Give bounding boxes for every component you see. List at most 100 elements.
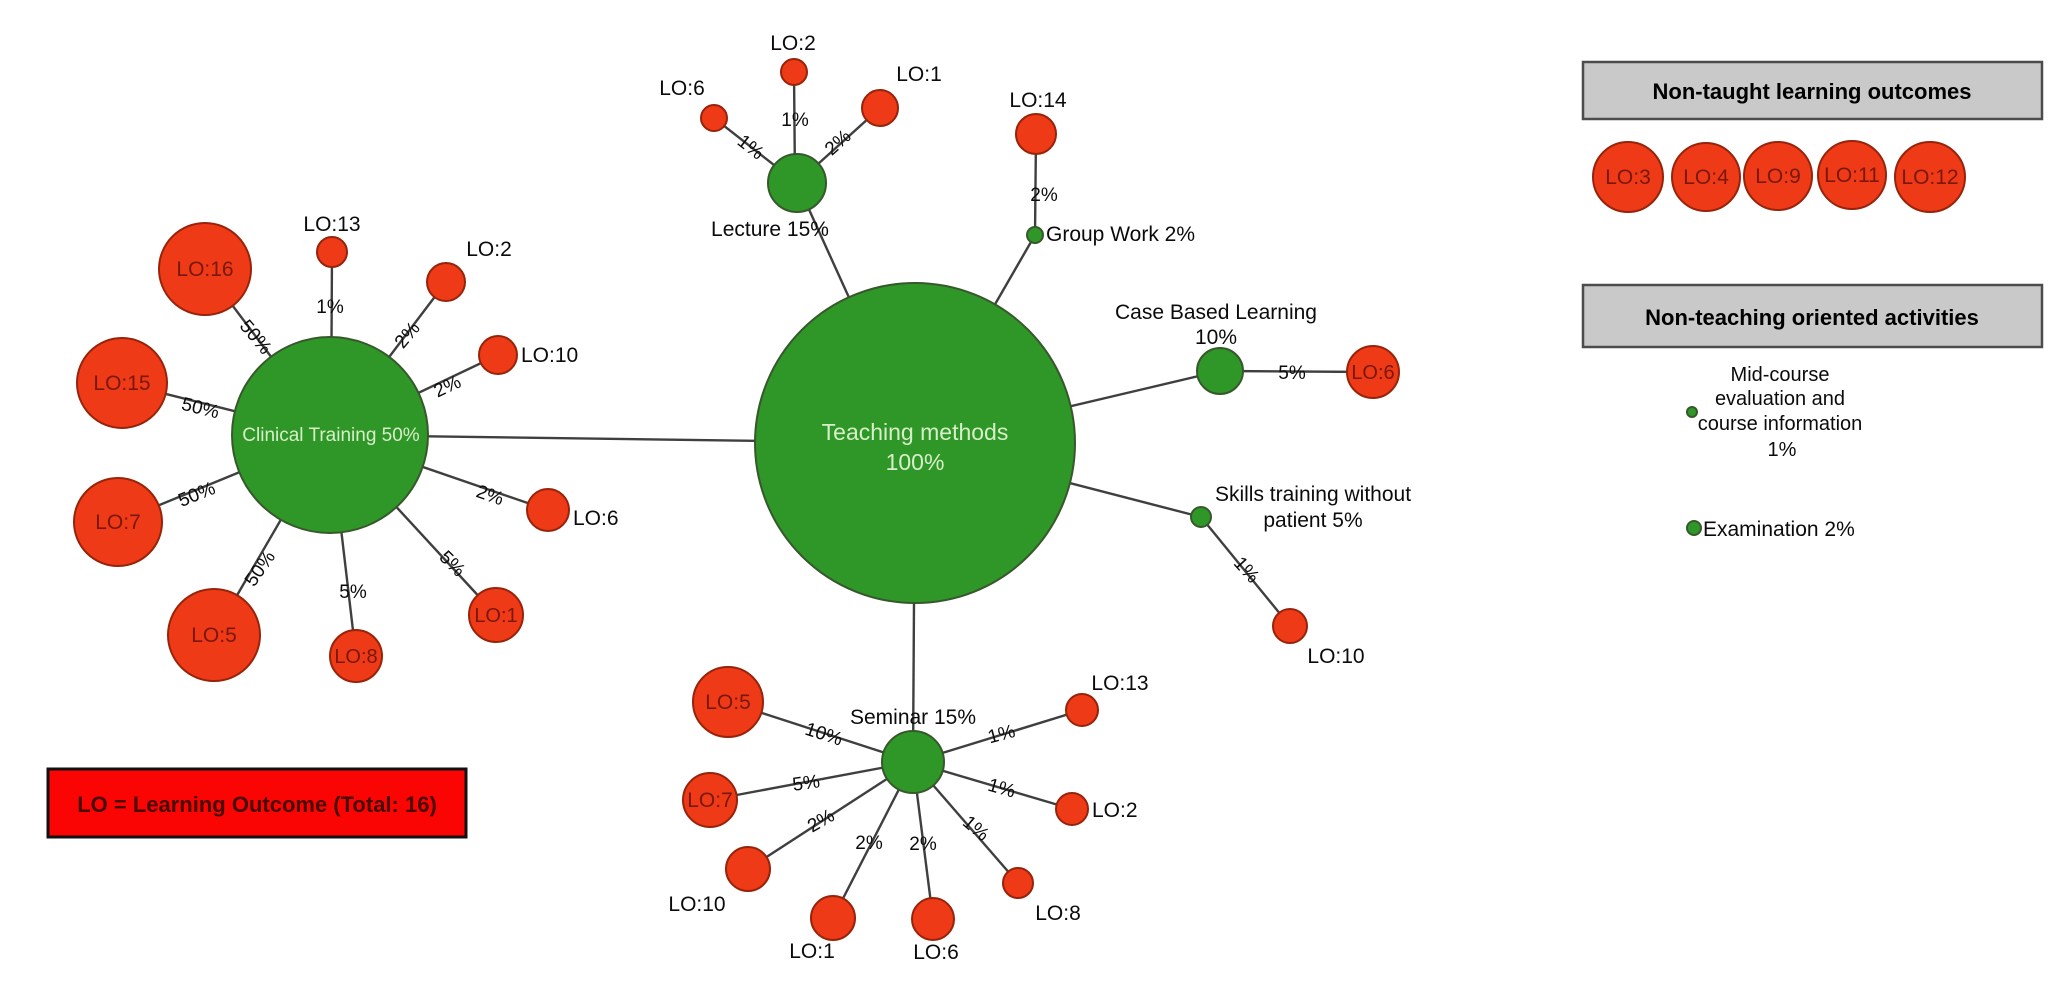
nontaught-lo4-label: LO:4 bbox=[1683, 166, 1729, 189]
non-teaching-title: Non-teaching oriented activities bbox=[1645, 305, 1979, 330]
node-clinical-lo7 bbox=[73, 477, 163, 567]
midcourse-bullet-dot bbox=[1686, 406, 1698, 418]
lecture-lo1-pct: 2% bbox=[821, 126, 856, 160]
seminar-lo5-pct: 10% bbox=[802, 719, 845, 751]
midcourse-line4: 1% bbox=[1768, 439, 1797, 461]
clinical-lo8-pct: 5% bbox=[339, 582, 367, 603]
clinical-lo15-pct: 50% bbox=[179, 394, 221, 424]
seminar-lo10-pct: 2% bbox=[804, 805, 838, 837]
node-clinical-lo2 bbox=[426, 262, 466, 302]
node-clinical-lo6 bbox=[526, 488, 570, 532]
seminar-lo8-label: LO:8 bbox=[1035, 902, 1081, 925]
node-clinical-lo8 bbox=[329, 629, 383, 683]
non-taught-header-box bbox=[1581, 60, 2044, 121]
edge-skills-lo10 bbox=[1200, 516, 1291, 627]
node-lecture-lo2 bbox=[780, 58, 808, 86]
node-seminar-lo2 bbox=[1055, 792, 1089, 826]
group-work-label: Group Work 2% bbox=[1046, 223, 1195, 246]
midcourse-line3: course information bbox=[1698, 413, 1863, 435]
node-nontaught-lo12 bbox=[1894, 141, 1966, 213]
node-nontaught-lo4 bbox=[1671, 142, 1741, 212]
node-seminar-lo8 bbox=[1002, 867, 1034, 899]
node-nontaught-lo3 bbox=[1592, 141, 1664, 213]
lecture-lo1-label: LO:1 bbox=[896, 63, 942, 86]
seminar-lo2-pct: 1% bbox=[985, 775, 1017, 803]
legend: LO = Learning Outcome (Total: 16) bbox=[46, 767, 468, 839]
node-nontaught-lo11 bbox=[1817, 140, 1887, 210]
examination-bullet-dot bbox=[1686, 520, 1702, 536]
node-groupwork-lo14 bbox=[1015, 113, 1057, 155]
clinical-lo13-pct: 1% bbox=[316, 297, 344, 318]
groupwork-lo14-label: LO:14 bbox=[1009, 89, 1067, 112]
seminar-lo5-label: LO:5 bbox=[705, 691, 751, 714]
examination-label: Examination 2% bbox=[1703, 518, 1855, 541]
seminar-lo7-pct: 5% bbox=[791, 771, 821, 796]
teaching-methods-label: Teaching methods bbox=[822, 419, 1009, 445]
seminar-lo8-pct: 1% bbox=[958, 812, 993, 846]
seminar-lo10-label: LO:10 bbox=[668, 893, 725, 916]
clinical-lo13-label: LO:13 bbox=[303, 213, 360, 236]
node-clinical-lo5 bbox=[167, 588, 261, 682]
teaching-methods-pct: 100% bbox=[886, 449, 945, 475]
lecture-label: Lecture 15% bbox=[711, 218, 829, 241]
seminar-label: Seminar 15% bbox=[850, 706, 976, 729]
node-seminar-lo7 bbox=[682, 772, 738, 828]
node-clinical-lo13 bbox=[316, 236, 348, 268]
clinical-lo10-label: LO:10 bbox=[521, 344, 578, 367]
seminar-lo6-label: LO:6 bbox=[913, 941, 959, 964]
node-seminar-lo5 bbox=[692, 666, 764, 738]
node-clinical-lo10 bbox=[478, 335, 518, 375]
nodes bbox=[73, 58, 1400, 941]
non-taught-title: Non-taught learning outcomes bbox=[1653, 79, 1972, 104]
clinical-lo10-pct: 2% bbox=[431, 372, 465, 403]
clinical-lo8-label: LO:8 bbox=[334, 646, 377, 668]
node-seminar-lo6 bbox=[911, 897, 955, 941]
clinical-lo5-label: LO:5 bbox=[191, 624, 237, 647]
node-clinical-lo15 bbox=[76, 337, 168, 429]
node-clinical-lo16 bbox=[158, 222, 252, 316]
node-clinical-lo1 bbox=[468, 587, 524, 643]
midcourse-line1: Mid-course bbox=[1731, 364, 1830, 386]
node-skills-lo10 bbox=[1272, 608, 1308, 644]
nontaught-lo12-label: LO:12 bbox=[1901, 166, 1958, 189]
node-lecture-lo1 bbox=[861, 89, 899, 127]
seminar-lo6-pct: 2% bbox=[909, 834, 937, 855]
node-seminar-lo1 bbox=[810, 895, 856, 941]
legend-label: LO = Learning Outcome (Total: 16) bbox=[77, 792, 437, 817]
clinical-lo1-label: LO:1 bbox=[474, 605, 517, 627]
node-lecture-lo6 bbox=[700, 104, 728, 132]
seminar-lo1-pct: 2% bbox=[855, 833, 883, 854]
node-case-based-learning bbox=[1196, 347, 1244, 395]
legend-box bbox=[46, 767, 468, 839]
node-seminar bbox=[881, 730, 945, 794]
clinical-lo16-pct: 50% bbox=[235, 316, 276, 359]
seminar-lo13-pct: 1% bbox=[986, 721, 1018, 748]
skills-label-line1: Skills training without bbox=[1215, 483, 1411, 506]
node-clinical-training bbox=[231, 336, 429, 534]
node-skills-training bbox=[1190, 506, 1212, 528]
clinical-lo2-label: LO:2 bbox=[466, 238, 512, 261]
midcourse-line2: evaluation and bbox=[1715, 388, 1845, 410]
casebased-lo6-label: LO:6 bbox=[1351, 362, 1394, 384]
non-teaching-header-box bbox=[1581, 283, 2044, 349]
node-group-work bbox=[1026, 226, 1044, 244]
clinical-lo6-pct: 2% bbox=[473, 481, 506, 510]
skills-label-line2: patient 5% bbox=[1263, 509, 1362, 532]
non-teaching-panel: Non-teaching oriented activities Mid-cou… bbox=[1581, 283, 2044, 541]
node-teaching-methods bbox=[754, 282, 1076, 604]
clinical-lo1-pct: 5% bbox=[435, 547, 469, 581]
lecture-lo2-label: LO:2 bbox=[770, 32, 816, 55]
edge-seminar-lo10 bbox=[747, 760, 914, 871]
clinical-lo5-pct: 50% bbox=[241, 547, 280, 590]
clinical-lo6-label: LO:6 bbox=[573, 507, 619, 530]
skills-lo10-label: LO:10 bbox=[1307, 645, 1364, 668]
non-taught-panel: Non-taught learning outcomes LO:3 LO:4 L… bbox=[1581, 60, 2044, 213]
nontaught-lo9-label: LO:9 bbox=[1755, 165, 1801, 188]
case-based-pct: 10% bbox=[1195, 326, 1237, 349]
seminar-lo7-label: LO:7 bbox=[687, 789, 733, 812]
node-seminar-lo13 bbox=[1065, 693, 1099, 727]
nontaught-lo3-label: LO:3 bbox=[1605, 166, 1651, 189]
seminar-lo1-label: LO:1 bbox=[789, 940, 835, 963]
